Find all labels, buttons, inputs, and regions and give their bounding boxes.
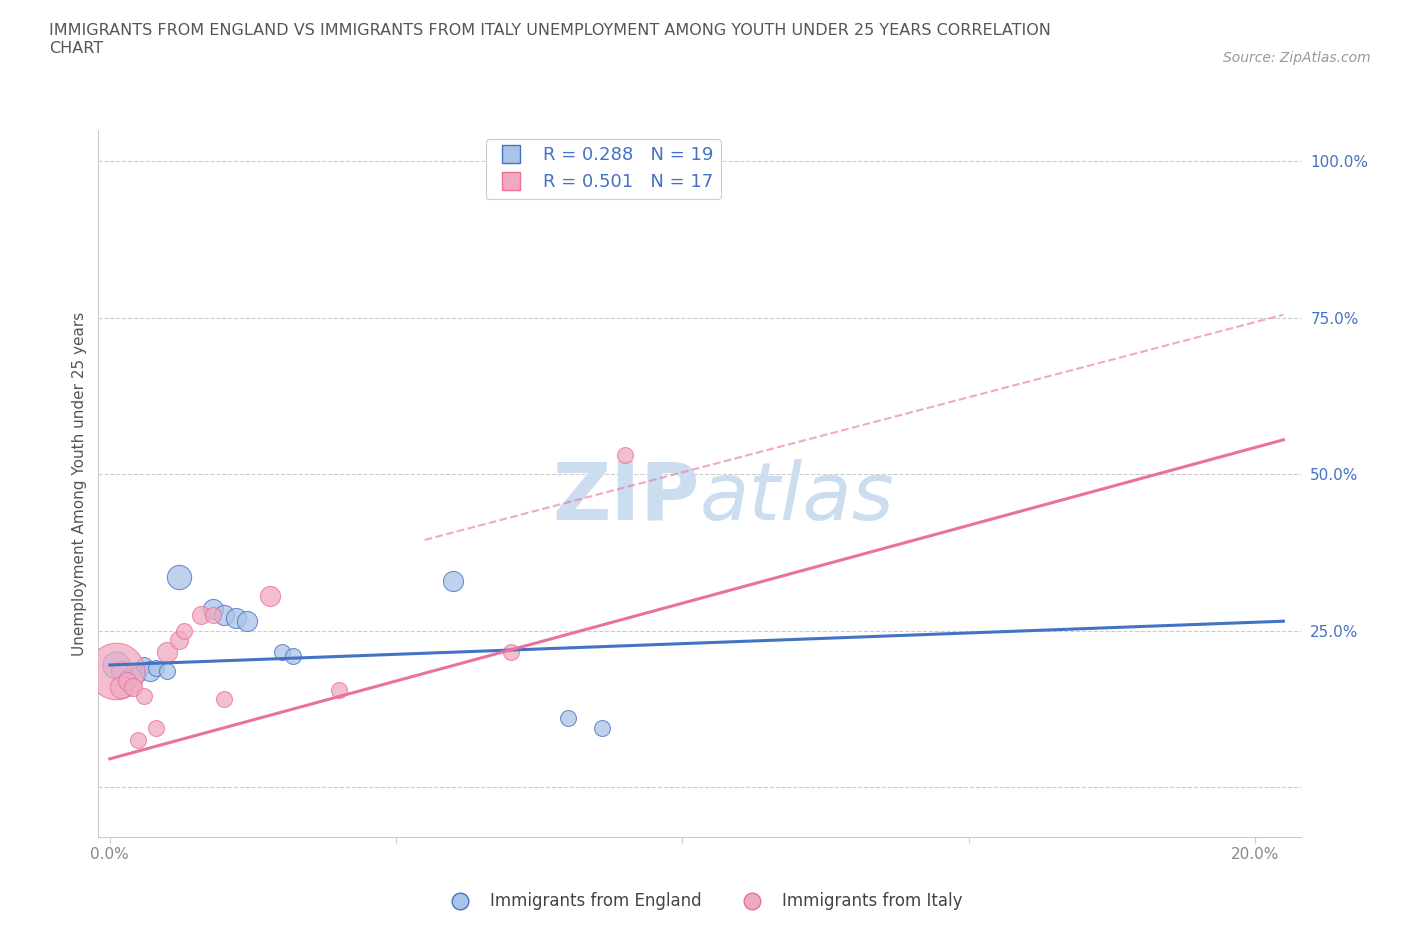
Point bbox=[214, 692, 236, 707]
Point bbox=[499, 645, 522, 660]
Point bbox=[236, 614, 259, 629]
Point bbox=[441, 573, 464, 588]
Point bbox=[167, 570, 190, 585]
Point bbox=[121, 680, 143, 695]
Point bbox=[121, 664, 143, 679]
Point bbox=[128, 667, 150, 682]
Point bbox=[115, 670, 138, 684]
Point bbox=[104, 658, 127, 672]
Legend: Immigrants from England, Immigrants from Italy: Immigrants from England, Immigrants from… bbox=[437, 885, 969, 917]
Point bbox=[156, 645, 179, 660]
Point bbox=[134, 658, 156, 672]
Point bbox=[104, 664, 127, 679]
Point bbox=[167, 632, 190, 647]
Point bbox=[201, 602, 224, 617]
Point bbox=[591, 720, 613, 735]
Point bbox=[145, 660, 167, 675]
Y-axis label: Unemployment Among Youth under 25 years: Unemployment Among Youth under 25 years bbox=[72, 312, 87, 656]
Point bbox=[270, 645, 292, 660]
Point bbox=[173, 623, 195, 638]
Point bbox=[110, 680, 132, 695]
Text: Source: ZipAtlas.com: Source: ZipAtlas.com bbox=[1223, 51, 1371, 65]
Point bbox=[115, 673, 138, 688]
Point bbox=[145, 720, 167, 735]
Point bbox=[190, 607, 212, 622]
Point bbox=[614, 448, 637, 463]
Text: atlas: atlas bbox=[699, 458, 894, 537]
Point bbox=[328, 683, 350, 698]
Point bbox=[281, 648, 304, 663]
Point bbox=[110, 664, 132, 679]
Point bbox=[225, 611, 247, 626]
Text: IMMIGRANTS FROM ENGLAND VS IMMIGRANTS FROM ITALY UNEMPLOYMENT AMONG YOUTH UNDER : IMMIGRANTS FROM ENGLAND VS IMMIGRANTS FR… bbox=[49, 23, 1052, 56]
Point bbox=[557, 711, 579, 725]
Legend: R = 0.288   N = 19, R = 0.501   N = 17: R = 0.288 N = 19, R = 0.501 N = 17 bbox=[485, 140, 721, 199]
Point bbox=[139, 664, 162, 679]
Point bbox=[128, 733, 150, 748]
Point bbox=[259, 589, 281, 604]
Point bbox=[201, 607, 224, 622]
Point bbox=[156, 664, 179, 679]
Text: ZIP: ZIP bbox=[553, 458, 699, 537]
Point bbox=[214, 607, 236, 622]
Point bbox=[134, 689, 156, 704]
